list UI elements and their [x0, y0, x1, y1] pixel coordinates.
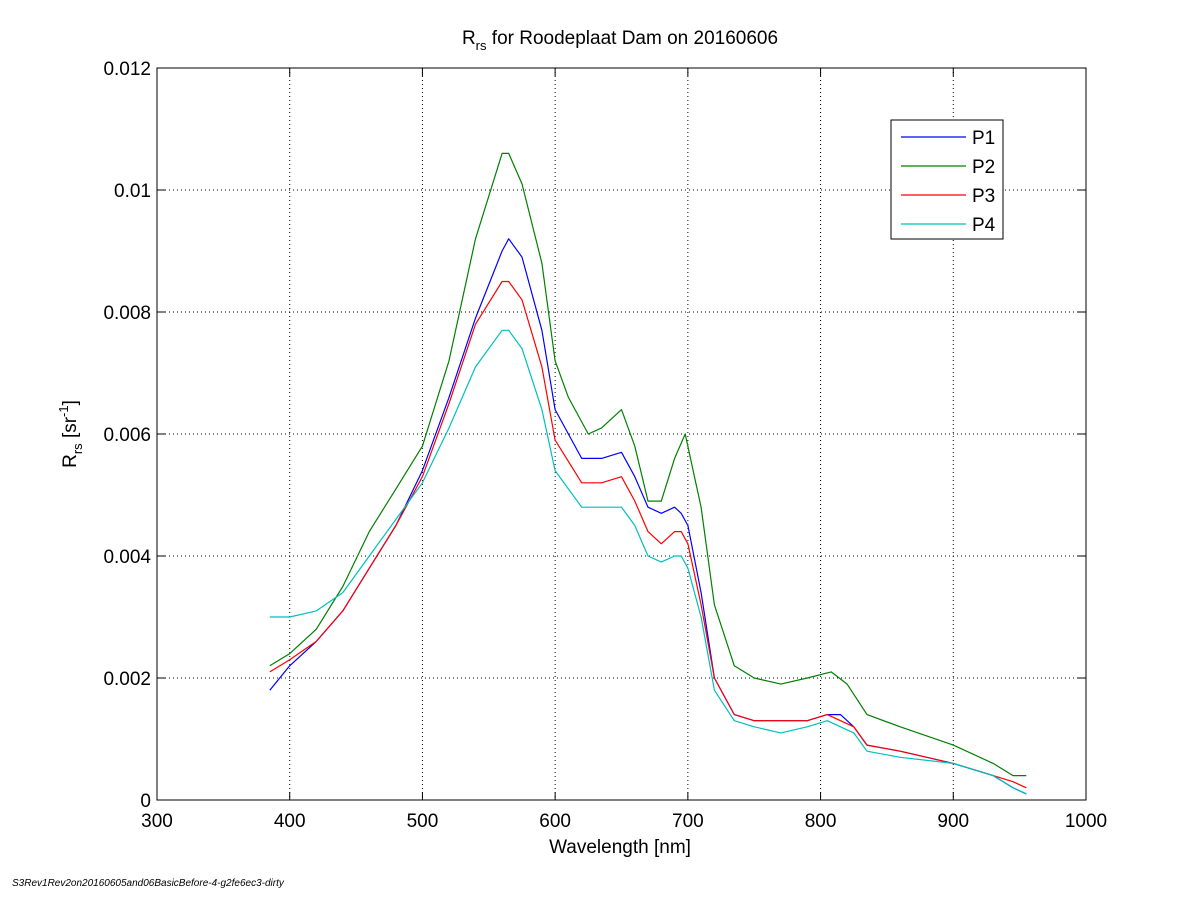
y-tick-label: 0.012 [103, 59, 151, 80]
x-tick-label: 800 [805, 811, 837, 832]
x-axis-label: Wavelength [nm] [549, 837, 691, 858]
y-tick-label: 0 [140, 791, 151, 812]
y-tick-label: 0.01 [114, 181, 151, 202]
x-tick-label: 900 [937, 811, 969, 832]
x-tick-label: 1000 [1065, 811, 1107, 832]
tick-labels: 300 400 500 600 700 800 900 1000 0 0.002 0.004 0.00… [103, 59, 1107, 832]
legend-label-p2: P2 [972, 157, 995, 178]
series-line-p4 [269, 329, 1027, 795]
y-axis-label: Rrs [sr-1] [56, 400, 85, 468]
series-line-p1 [269, 238, 1027, 795]
series-line-p2 [269, 152, 1027, 777]
y-tick-label: 0.004 [103, 547, 151, 568]
x-tick-label: 600 [539, 811, 571, 832]
x-tick-label: 300 [141, 811, 173, 832]
series-line-p3 [269, 280, 1027, 789]
footer-version-text: S3Rev1Rev2on20160605and06BasicBefore-4-g… [12, 878, 284, 889]
y-tick-label: 0.006 [103, 425, 151, 446]
svg-text:Rrs [sr-1]: Rrs [sr-1] [56, 400, 85, 468]
y-tick-label: 0.008 [103, 303, 151, 324]
x-tick-label: 700 [672, 811, 704, 832]
y-tick-label: 0.002 [103, 669, 151, 690]
plot-frame [156, 67, 1087, 801]
x-tick-label: 500 [407, 811, 439, 832]
series-lines [269, 152, 1027, 795]
chart-title: Rrs for Roodeplaat Dam on 20160606 [462, 28, 778, 53]
legend: P1 P2 P3 P4 [890, 119, 1004, 240]
grid-lines [157, 68, 1086, 800]
legend-label-p1: P1 [972, 128, 995, 149]
x-tick-label: 400 [274, 811, 306, 832]
legend-label-p4: P4 [972, 215, 996, 236]
legend-label-p3: P3 [972, 186, 995, 207]
legend-box [890, 119, 1004, 240]
